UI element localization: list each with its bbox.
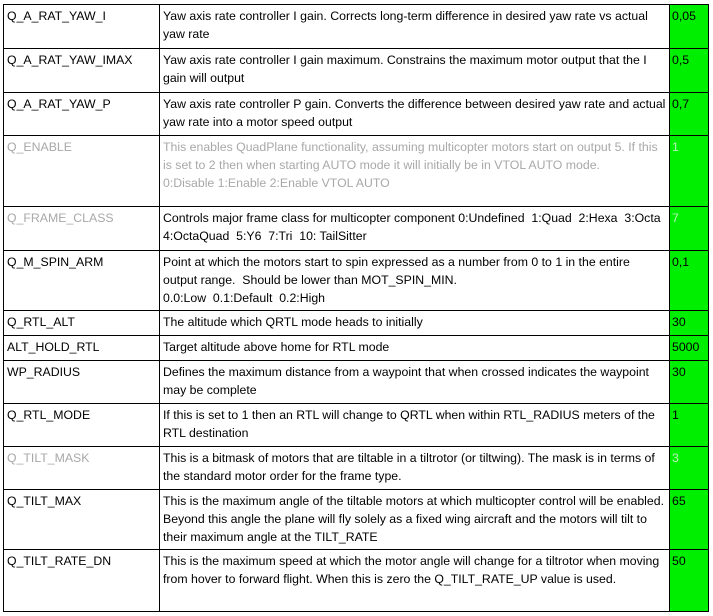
parameter-row: Q_FRAME_CLASS Controls major frame class … xyxy=(3,206,709,251)
parameter-value-cell[interactable]: 1 xyxy=(669,135,709,207)
parameter-row: Q_A_RAT_YAW_IMAX Yaw axis rate controller… xyxy=(3,48,709,93)
parameter-value-cell[interactable]: 50 xyxy=(669,549,709,612)
parameter-name-cell[interactable]: Q_TILT_MAX xyxy=(3,489,160,550)
parameter-row: WP_RADIUS Defines the maximum distance fr… xyxy=(3,360,709,404)
parameter-name-cell[interactable]: Q_RTL_ALT xyxy=(3,310,160,336)
parameter-name-cell[interactable]: ALT_HOLD_RTL xyxy=(3,335,160,361)
parameter-table-body: Q_A_RAT_YAW_I Yaw axis rate controller I … xyxy=(3,4,709,612)
parameter-row: Q_TILT_RATE_DN This is the maximum speed … xyxy=(3,549,709,612)
parameter-description-cell[interactable]: Target altitude above home for RTL mode xyxy=(159,335,670,361)
parameter-row: Q_A_RAT_YAW_P Yaw axis rate controller P … xyxy=(3,92,709,136)
parameter-row: Q_M_SPIN_ARM Point at which the motors st… xyxy=(3,250,709,311)
parameter-name-cell[interactable]: Q_M_SPIN_ARM xyxy=(3,250,160,311)
parameter-name-cell[interactable]: Q_TILT_MASK xyxy=(3,446,160,490)
parameter-value-cell[interactable]: 0,05 xyxy=(669,4,709,49)
parameter-name-cell[interactable]: Q_TILT_RATE_DN xyxy=(3,549,160,612)
parameter-name-cell[interactable]: Q_A_RAT_YAW_I xyxy=(3,4,160,49)
parameter-description-cell[interactable]: This is the maximum angle of the tiltabl… xyxy=(159,489,670,550)
parameter-value-cell[interactable]: 0,7 xyxy=(669,92,709,136)
parameter-description-cell[interactable]: This enables QuadPlane functionality, as… xyxy=(159,135,670,207)
parameter-value-cell[interactable]: 65 xyxy=(669,489,709,550)
parameter-description-cell[interactable]: Yaw axis rate controller P gain. Convert… xyxy=(159,92,670,136)
parameter-value-cell[interactable]: 1 xyxy=(669,403,709,447)
parameter-value-cell[interactable]: 30 xyxy=(669,360,709,404)
parameter-description-cell[interactable]: The altitude which QRTL mode heads to in… xyxy=(159,310,670,336)
parameter-name-cell[interactable]: Q_A_RAT_YAW_P xyxy=(3,92,160,136)
parameter-description-cell[interactable]: Point at which the motors start to spin … xyxy=(159,250,670,311)
parameter-row: Q_RTL_MODE If this is set to 1 then an RT… xyxy=(3,403,709,447)
parameter-table: Q_A_RAT_YAW_I Yaw axis rate controller I … xyxy=(3,4,709,612)
parameter-name-cell[interactable]: Q_RTL_MODE xyxy=(3,403,160,447)
parameter-value-cell[interactable]: 0,5 xyxy=(669,48,709,93)
parameter-name-cell[interactable]: Q_ENABLE xyxy=(3,135,160,207)
parameter-description-cell[interactable]: Defines the maximum distance from a wayp… xyxy=(159,360,670,404)
parameter-description-cell[interactable]: Yaw axis rate controller I gain maximum.… xyxy=(159,48,670,93)
parameter-name-cell[interactable]: Q_A_RAT_YAW_IMAX xyxy=(3,48,160,93)
parameter-description-cell[interactable]: Yaw axis rate controller I gain. Correct… xyxy=(159,4,670,49)
parameter-description-cell[interactable]: If this is set to 1 then an RTL will cha… xyxy=(159,403,670,447)
parameter-row: Q_ENABLE This enables QuadPlane functiona… xyxy=(3,135,709,207)
parameter-row: ALT_HOLD_RTL Target altitude above home f… xyxy=(3,335,709,361)
parameter-description-cell[interactable]: This is the maximum speed at which the m… xyxy=(159,549,670,612)
parameter-description-cell[interactable]: This is a bitmask of motors that are til… xyxy=(159,446,670,490)
parameter-name-cell[interactable]: WP_RADIUS xyxy=(3,360,160,404)
parameter-value-cell[interactable]: 30 xyxy=(669,310,709,336)
parameter-row: Q_A_RAT_YAW_I Yaw axis rate controller I … xyxy=(3,4,709,49)
parameter-value-cell[interactable]: 3 xyxy=(669,446,709,490)
parameter-row: Q_RTL_ALT The altitude which QRTL mode he… xyxy=(3,310,709,336)
parameter-description-cell[interactable]: Controls major frame class for multicopt… xyxy=(159,206,670,251)
parameter-row: Q_TILT_MASK This is a bitmask of motors t… xyxy=(3,446,709,490)
parameter-value-cell[interactable]: 7 xyxy=(669,206,709,251)
parameter-name-cell[interactable]: Q_FRAME_CLASS xyxy=(3,206,160,251)
parameter-row: Q_TILT_MAX This is the maximum angle of t… xyxy=(3,489,709,550)
parameter-value-cell[interactable]: 0,1 xyxy=(669,250,709,311)
parameter-value-cell[interactable]: 5000 xyxy=(669,335,709,361)
